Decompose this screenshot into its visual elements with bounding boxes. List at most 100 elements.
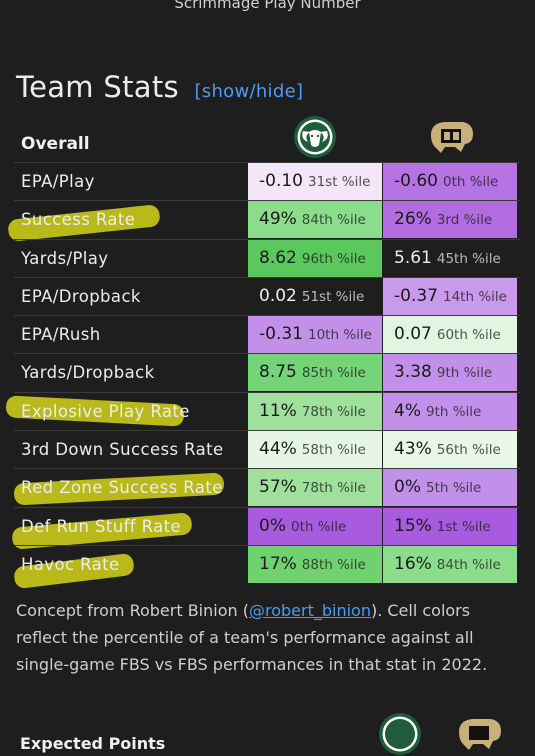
- row-label: EPA/Dropback: [21, 286, 141, 306]
- percentile-label: 85th %ile: [301, 365, 366, 382]
- stat-value: -0.60: [394, 171, 438, 191]
- percentile-label: 58th %ile: [301, 442, 366, 459]
- stat-value: 43%: [394, 439, 432, 460]
- percentile-label: 5th %ile: [425, 480, 482, 497]
- stat-value: 0%: [259, 515, 286, 536]
- percentile-label: 51st %ile: [301, 288, 365, 305]
- row-label: Yards/Play: [21, 248, 109, 268]
- csu-value-cell: -0.10 31st %ile: [248, 163, 382, 200]
- table-row: Yards/Dropback 8.75 85th %ile 3.38 9th %ile: [14, 353, 520, 392]
- percentile-label: 78th %ile: [301, 403, 366, 420]
- table-header-row: Overall: [14, 112, 520, 162]
- stat-value: 17%: [259, 553, 297, 574]
- stat-value: 44%: [259, 439, 297, 460]
- row-label: EPA/Play: [21, 172, 95, 191]
- colorado-buffalo-logo-icon: [431, 122, 473, 153]
- team-stats-table: Overall EPA/Play -0.10 31st %ile -0.60 0th %…: [14, 112, 520, 583]
- table-row: Havoc Rate 17% 88th %ile 16% 84th %ile: [14, 544, 520, 583]
- percentile-label: 84th %ile: [436, 556, 501, 573]
- table-header-overall: Overall: [21, 134, 90, 154]
- footnote: Concept from Robert Binion (@robert_bini…: [16, 597, 521, 678]
- csu-ram-logo-icon: [294, 116, 336, 158]
- row-label: Def Run Stuff Rate: [21, 516, 182, 536]
- row-label: 3rd Down Success Rate: [21, 440, 224, 460]
- cu-value-cell: 0.07 60th %ile: [383, 316, 517, 354]
- stat-value: 5.61: [394, 247, 432, 268]
- stat-value: 0.02: [259, 285, 297, 306]
- csu-value-cell: 17% 88th %ile: [248, 545, 382, 583]
- csu-value-cell: 0% 0th %ile: [248, 507, 382, 545]
- percentile-label: 84th %ile: [301, 212, 366, 229]
- percentile-label: 9th %ile: [425, 403, 482, 420]
- table-row: EPA/Dropback 0.02 51st %ile -0.37 14th %ile: [14, 276, 520, 315]
- csu-value-cell: 0.02 51st %ile: [248, 277, 382, 315]
- show-hide-toggle[interactable]: [show/hide]: [194, 81, 304, 102]
- percentile-label: 1st %ile: [436, 518, 491, 535]
- row-label: Red Zone Success Rate: [21, 478, 223, 498]
- percentile-label: 14th %ile: [443, 288, 507, 305]
- chart-axis-caption: Scrimmage Play Number: [174, 0, 361, 12]
- table-row: EPA/Play -0.10 31st %ile -0.60 0th %ile: [14, 162, 520, 200]
- percentile-label: 60th %ile: [436, 327, 501, 344]
- stat-value: 0.07: [394, 324, 432, 345]
- percentile-label: 0th %ile: [290, 518, 347, 535]
- csu-value-cell: 57% 78th %ile: [248, 469, 382, 507]
- csu-value-cell: 49% 84th %ile: [248, 201, 382, 239]
- row-label: EPA/Rush: [21, 325, 101, 345]
- csu-value-cell: 8.62 96th %ile: [248, 239, 382, 277]
- stat-value: 49%: [259, 209, 297, 230]
- cu-value-cell: 16% 84th %ile: [383, 545, 517, 583]
- csu-value-cell: -0.31 10th %ile: [248, 316, 382, 354]
- percentile-label: 31st %ile: [308, 174, 371, 190]
- stat-value: 16%: [394, 553, 432, 574]
- colorado-buffalo-logo-icon-2: [459, 719, 501, 750]
- cu-value-cell: -0.37 14th %ile: [383, 277, 517, 315]
- csu-ram-logo-icon-2: [379, 713, 421, 755]
- table-row: Yards/Play 8.62 96th %ile 5.61 45th %ile: [14, 238, 520, 277]
- section-title-text: Team Stats: [16, 70, 179, 104]
- row-label: Success Rate: [21, 210, 136, 230]
- stat-value: 11%: [259, 400, 297, 421]
- percentile-label: 3rd %ile: [436, 212, 493, 229]
- stat-value: 3.38: [394, 362, 432, 383]
- percentile-label: 45th %ile: [436, 250, 501, 267]
- table-row: 3rd Down Success Rate 44% 58th %ile 43% 56th…: [14, 430, 520, 469]
- cu-value-cell: 0% 5th %ile: [383, 469, 517, 507]
- cu-value-cell: -0.60 0th %ile: [383, 163, 517, 200]
- row-label: Explosive Play Rate: [21, 401, 190, 421]
- row-label: Yards/Dropback: [21, 363, 155, 383]
- csu-value-cell: 44% 58th %ile: [248, 431, 382, 469]
- stat-value: 8.62: [259, 247, 297, 268]
- cu-value-cell: 5.61 45th %ile: [383, 239, 517, 277]
- percentile-label: 0th %ile: [443, 174, 499, 190]
- table-body: EPA/Play -0.10 31st %ile -0.60 0th %ile Succe…: [14, 162, 520, 583]
- csu-value-cell: 11% 78th %ile: [248, 392, 382, 430]
- stat-value: -0.10: [259, 171, 303, 191]
- cu-value-cell: 15% 1st %ile: [383, 507, 517, 545]
- stat-value: 4%: [394, 400, 421, 421]
- table-row: Def Run Stuff Rate 0% 0th %ile 15% 1st %ile: [14, 506, 520, 545]
- percentile-label: 88th %ile: [301, 556, 366, 573]
- row-label: Havoc Rate: [21, 554, 120, 574]
- cu-value-cell: 3.38 9th %ile: [383, 354, 517, 392]
- stat-value: 8.75: [259, 362, 297, 383]
- table-row: Success Rate 49% 84th %ile 26% 3rd %ile: [14, 200, 520, 239]
- table-row: EPA/Rush -0.31 10th %ile 0.07 60th %ile: [14, 315, 520, 354]
- footnote-pre: Concept from Robert Binion (: [16, 601, 249, 620]
- expected-points-heading: Expected Points: [20, 734, 166, 753]
- percentile-label: 96th %ile: [301, 250, 366, 267]
- cu-value-cell: 4% 9th %ile: [383, 392, 517, 430]
- table-row: Red Zone Success Rate 57% 78th %ile 0% 5th %…: [14, 468, 520, 507]
- percentile-label: 10th %ile: [308, 327, 372, 344]
- author-link[interactable]: @robert_binion: [248, 601, 371, 620]
- stat-value: 57%: [259, 477, 297, 498]
- stat-value: -0.31: [259, 324, 303, 345]
- cu-value-cell: 43% 56th %ile: [383, 431, 517, 469]
- percentile-label: 78th %ile: [301, 480, 366, 497]
- percentile-label: 56th %ile: [436, 442, 501, 459]
- stat-value: 26%: [394, 209, 432, 230]
- csu-value-cell: 8.75 85th %ile: [248, 354, 382, 392]
- percentile-label: 9th %ile: [436, 365, 493, 382]
- table-row: Explosive Play Rate 11% 78th %ile 4% 9th %il…: [14, 391, 520, 430]
- footnote-post: ). Cell colors reflect the percentile of…: [16, 601, 488, 674]
